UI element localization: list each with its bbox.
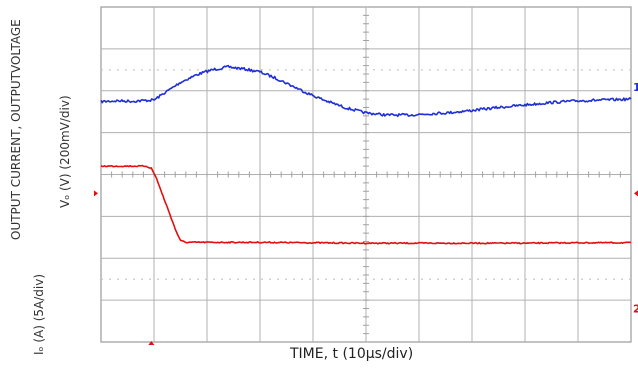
y-axis-label-current: Iₒ (A) (5A/div) xyxy=(32,273,46,355)
channel-marker-1: 1 xyxy=(633,81,638,94)
x-axis-label: TIME, t (10μs/div) xyxy=(290,346,414,362)
grid xyxy=(100,6,632,343)
trace-line-1 xyxy=(100,64,632,118)
y-axis-label-line1: OUTPUT CURRENT, OUTPUTVOLTAGE xyxy=(9,19,23,240)
channel-marker-2: 2 xyxy=(633,302,638,315)
trace-line-2 xyxy=(100,164,632,245)
trigger-level-arrow-left xyxy=(94,190,98,197)
traces xyxy=(100,64,632,245)
trigger-position-arrow xyxy=(148,341,155,345)
y-axis-label-voltage: Vₒ (V) (200mV/div) xyxy=(58,95,72,208)
trace-markers: 12 xyxy=(94,81,638,345)
trigger-level-arrow-right xyxy=(634,190,638,197)
